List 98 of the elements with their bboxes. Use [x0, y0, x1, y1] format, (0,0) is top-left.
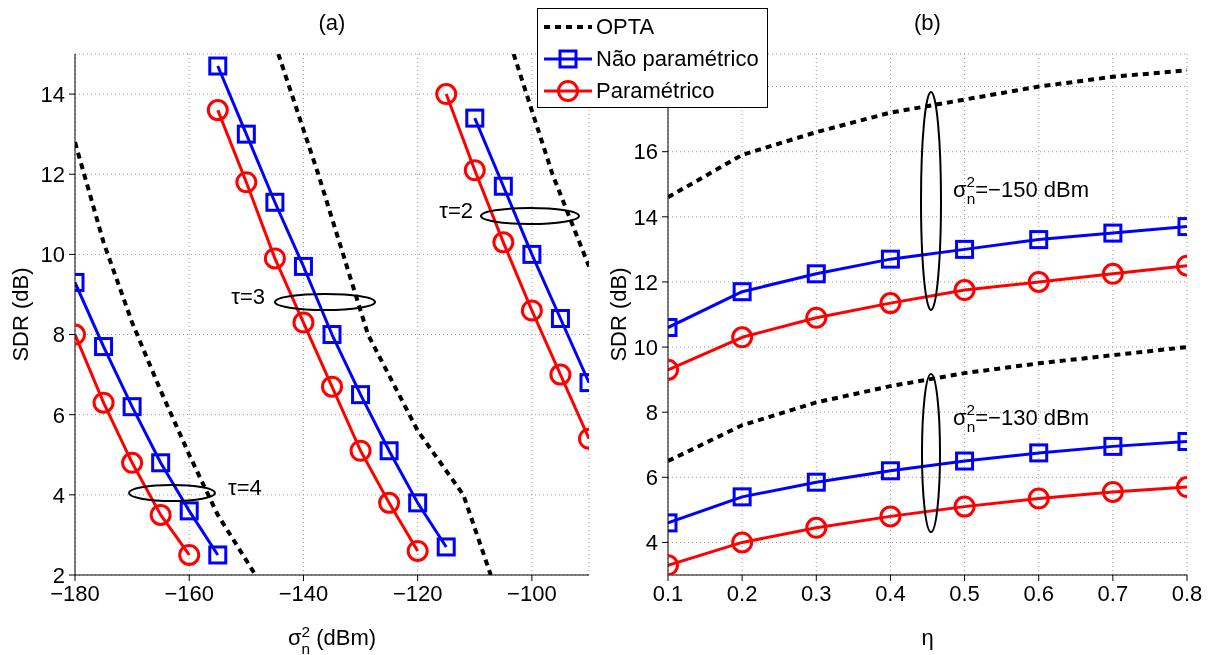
point — [953, 495, 976, 518]
x-tick-label: −100 — [507, 580, 557, 606]
y-tick-label: 16 — [633, 139, 658, 165]
point — [1029, 443, 1049, 463]
legend-label: Paramétrico — [596, 78, 715, 104]
point — [465, 108, 485, 128]
chart-title: (b) — [913, 10, 942, 36]
x-tick-label: 0.3 — [800, 580, 832, 606]
point — [378, 491, 401, 514]
point — [265, 192, 285, 212]
point — [880, 461, 900, 481]
point — [151, 453, 171, 473]
point — [1103, 223, 1123, 243]
point — [235, 171, 258, 194]
point — [805, 306, 828, 329]
point — [732, 487, 752, 507]
point — [493, 176, 513, 196]
x-tick-label: 0.6 — [1023, 580, 1055, 606]
point — [236, 124, 256, 144]
point — [292, 311, 315, 334]
y-tick-label: 10 — [40, 242, 65, 268]
y-tick-label: 10 — [633, 334, 658, 360]
y-tick-label: 12 — [40, 162, 65, 188]
x-tick-label: 0.8 — [1171, 580, 1203, 606]
x-axis-title: σ$^{2}$$_{n}$ (dBm) — [287, 622, 377, 655]
point — [208, 56, 228, 76]
y-tick-label: 8 — [52, 322, 65, 348]
point — [178, 543, 201, 566]
x-tick-label: −120 — [392, 580, 443, 606]
annotation: τ=2 — [439, 197, 473, 223]
point — [1027, 487, 1050, 510]
point — [880, 249, 900, 269]
point — [955, 451, 975, 471]
point — [953, 279, 976, 302]
x-tick-label: 0.1 — [652, 580, 684, 606]
point — [208, 545, 228, 565]
point — [179, 501, 199, 521]
point — [1101, 262, 1124, 285]
point — [408, 493, 428, 513]
point — [806, 264, 826, 284]
point — [293, 256, 313, 276]
point — [731, 326, 754, 349]
annotation: σ$^{2}$$_{n}$=−130 dBm — [953, 400, 1089, 435]
point — [436, 537, 456, 557]
y-axis-title: SDR (dB) — [8, 267, 33, 362]
legend-label: OPTA — [596, 14, 655, 40]
point — [549, 363, 572, 386]
annotation: τ=4 — [228, 474, 262, 500]
point — [122, 397, 142, 417]
point — [805, 516, 828, 539]
point — [955, 239, 975, 259]
point — [1029, 230, 1049, 250]
chart-title: (a) — [317, 10, 347, 36]
y-tick-label: 4 — [645, 530, 658, 556]
point — [731, 531, 754, 554]
point — [435, 83, 458, 106]
point — [492, 231, 515, 254]
x-tick-label: 0.5 — [949, 580, 980, 606]
point — [351, 385, 371, 405]
y-tick-label: 14 — [633, 204, 658, 230]
point — [463, 159, 486, 182]
point — [1027, 270, 1050, 293]
y-tick-label: 4 — [52, 482, 65, 508]
y-tick-label: 6 — [645, 465, 658, 491]
point — [522, 244, 542, 264]
point — [263, 247, 286, 270]
x-tick-label: 0.2 — [726, 580, 758, 606]
point — [206, 99, 229, 122]
point — [379, 441, 399, 461]
point — [94, 337, 114, 357]
y-tick-label: 12 — [633, 269, 658, 295]
x-tick-label: −140 — [278, 580, 329, 606]
point — [322, 325, 342, 345]
y-tick-label: 6 — [52, 402, 65, 428]
point — [1101, 480, 1124, 503]
point — [732, 282, 752, 302]
point — [92, 391, 115, 414]
point — [806, 472, 826, 492]
point — [550, 309, 570, 329]
point — [1103, 436, 1123, 456]
point — [121, 451, 144, 474]
point — [321, 375, 343, 398]
annotation: τ=3 — [231, 283, 265, 309]
point — [349, 439, 372, 462]
x-tick-label: −160 — [164, 580, 214, 606]
x-tick-label: 0.4 — [875, 580, 906, 606]
point — [879, 505, 902, 528]
point — [520, 299, 543, 322]
point — [879, 292, 902, 315]
legend-label: Não paramétrico — [596, 46, 759, 72]
y-axis-title: SDR (dB) — [606, 267, 631, 362]
annotation: σ$^{2}$$_{n}$=−150 dBm — [953, 172, 1089, 207]
x-tick-label: 0.7 — [1097, 580, 1129, 606]
point — [149, 503, 172, 526]
point — [406, 539, 429, 562]
y-tick-label: 14 — [40, 81, 65, 107]
x-axis-title: η — [921, 625, 934, 650]
y-tick-label: 8 — [645, 400, 658, 425]
